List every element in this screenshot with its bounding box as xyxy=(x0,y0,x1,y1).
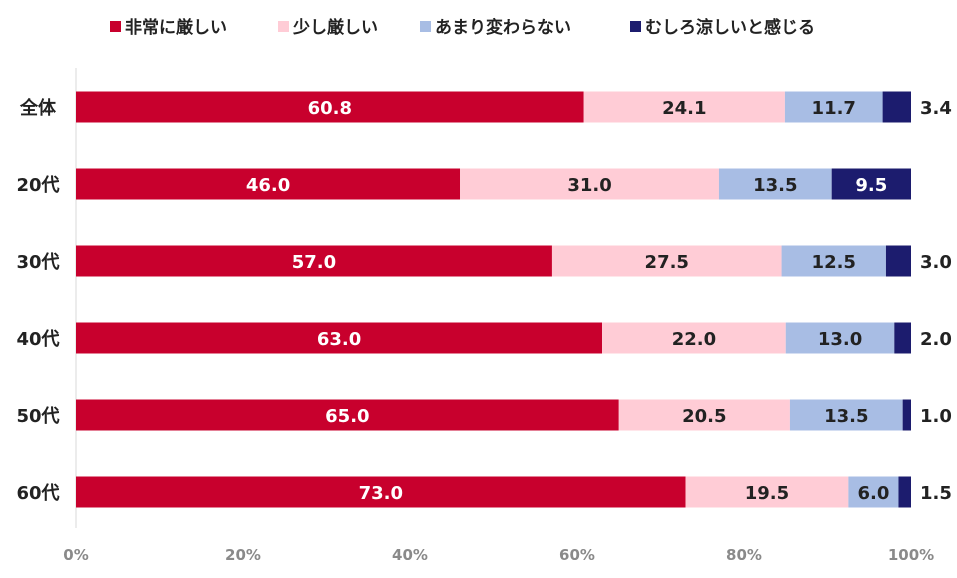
data-label: 46.0 xyxy=(246,175,290,196)
legend-swatch-3 xyxy=(420,21,431,32)
legend-label-4: むしろ涼しいと感じる xyxy=(645,17,815,38)
x-tick-label: 100% xyxy=(888,546,934,564)
bar-segment xyxy=(76,245,552,277)
legend-label-2: 少し厳しい xyxy=(292,17,378,38)
bar-segment xyxy=(602,322,786,354)
bar-segment xyxy=(831,168,911,200)
bar-segment xyxy=(848,476,899,508)
category-labels: 全体 20代 30代 40代 50代 60代 xyxy=(16,97,59,504)
bar-segment xyxy=(898,476,911,508)
data-label: 9.5 xyxy=(855,175,887,196)
legend-label-1: 非常に厳しい xyxy=(125,17,227,38)
bar-segment xyxy=(76,91,584,123)
legend: 非常に厳しい 少し厳しい あまり変わらない むしろ涼しいと感じる xyxy=(110,17,815,38)
x-tick-label: 40% xyxy=(392,546,428,564)
bar-segment xyxy=(685,476,849,508)
data-label: 22.0 xyxy=(672,329,716,350)
data-label: 3.4 xyxy=(920,98,952,119)
category-label: 全体 xyxy=(19,97,57,119)
data-label: 11.7 xyxy=(812,98,856,119)
data-label: 57.0 xyxy=(292,252,336,273)
bar-segment xyxy=(460,168,719,200)
category-label: 30代 xyxy=(16,252,59,273)
category-label: 60代 xyxy=(16,483,59,504)
x-tick-label: 0% xyxy=(63,546,88,564)
bar-segment xyxy=(76,476,686,508)
bar-segment xyxy=(784,91,883,123)
data-label: 31.0 xyxy=(567,175,611,196)
data-label: 3.0 xyxy=(920,252,952,273)
data-label: 19.5 xyxy=(745,483,789,504)
category-label: 40代 xyxy=(16,329,59,350)
bar-segment xyxy=(76,168,461,200)
data-label: 6.0 xyxy=(857,483,889,504)
data-label: 60.8 xyxy=(308,98,352,119)
legend-label-3: あまり変わらない xyxy=(435,17,571,38)
data-label: 27.5 xyxy=(645,252,689,273)
data-label: 24.1 xyxy=(662,98,706,119)
bar-segment xyxy=(76,399,619,431)
category-label: 50代 xyxy=(16,406,59,427)
data-label: 63.0 xyxy=(317,329,361,350)
bar-segment xyxy=(902,399,911,431)
bar-segment xyxy=(551,245,782,277)
data-label: 20.5 xyxy=(682,406,726,427)
bar-segment xyxy=(882,91,911,123)
bar-segment xyxy=(583,91,785,123)
legend-swatch-1 xyxy=(110,21,121,32)
x-tick-label: 20% xyxy=(225,546,261,564)
data-label: 13.5 xyxy=(824,406,868,427)
data-label: 65.0 xyxy=(325,406,369,427)
bar-segment xyxy=(894,322,911,354)
data-label: 13.5 xyxy=(753,175,797,196)
bar-segment xyxy=(781,245,886,277)
bars: 60.8 24.1 11.7 3.4 46.0 31.0 13.5 9.5 57.0 27.5 12… xyxy=(76,91,952,508)
data-label: 1.5 xyxy=(920,483,952,504)
data-label: 12.5 xyxy=(812,252,856,273)
data-label: 13.0 xyxy=(818,329,862,350)
bar-segment xyxy=(789,399,903,431)
bar-segment xyxy=(785,322,895,354)
bar-segment xyxy=(618,399,790,431)
bar-segment xyxy=(718,168,832,200)
x-tick-label: 60% xyxy=(559,546,595,564)
data-label: 2.0 xyxy=(920,329,952,350)
legend-swatch-4 xyxy=(630,21,641,32)
data-label: 73.0 xyxy=(359,483,403,504)
data-label: 1.0 xyxy=(920,406,952,427)
bar-segment xyxy=(885,245,911,277)
x-axis-ticks: 0% 20% 40% 60% 80% 100% xyxy=(63,546,934,564)
legend-swatch-2 xyxy=(278,21,289,32)
x-tick-label: 80% xyxy=(726,546,762,564)
bar-segment xyxy=(76,322,603,354)
category-label: 20代 xyxy=(16,175,59,196)
